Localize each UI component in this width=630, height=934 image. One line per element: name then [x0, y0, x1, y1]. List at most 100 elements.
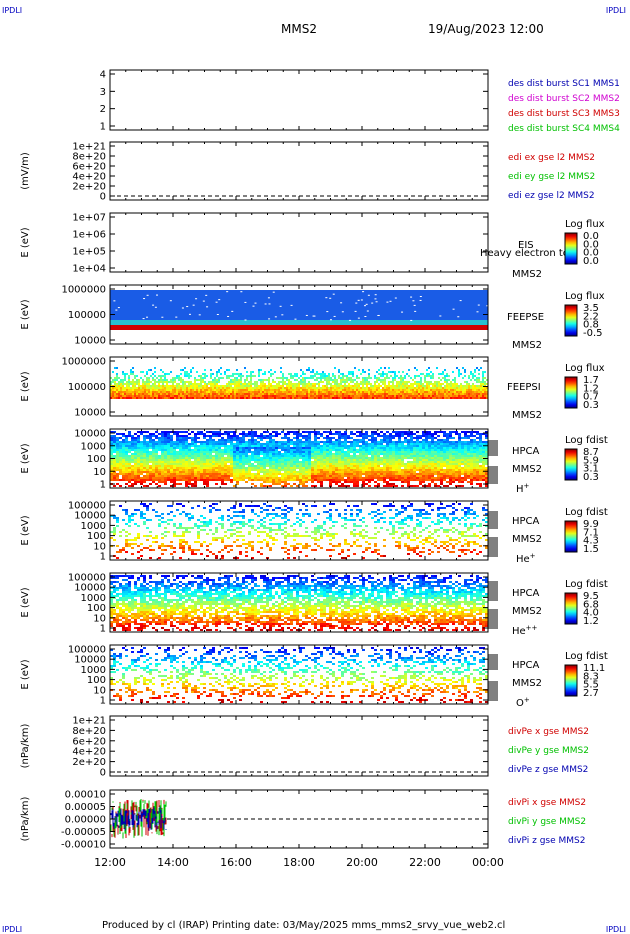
feepsi-cell: [448, 395, 450, 397]
feepsi-cell: [438, 381, 440, 383]
hpca-h-cell: [149, 451, 152, 453]
hpca-h-cell: [116, 461, 119, 463]
feepsi-cell: [120, 385, 122, 387]
hpca-h-cell: [212, 433, 215, 435]
hpca-h-cell: [305, 435, 308, 437]
hpca-h-cell: [152, 479, 155, 481]
hpca-h-cell: [131, 453, 134, 455]
hpca-h-cell: [173, 453, 176, 455]
hpca-h-cell: [230, 465, 233, 467]
hpca-h-cell: [353, 449, 356, 451]
hpca-h-cell: [113, 463, 116, 465]
feepsi-cell: [410, 387, 412, 389]
hpca-h-cell: [230, 441, 233, 443]
hpca-h-cell: [284, 443, 287, 445]
feepsi-cell: [434, 387, 436, 389]
feepsi-cell: [148, 385, 150, 387]
feepsi-cell: [282, 381, 284, 383]
hpca-h-cell: [137, 481, 140, 483]
hpca-h-cell: [314, 485, 317, 487]
hpca-h-cell: [386, 473, 389, 475]
feepsi-cell: [332, 387, 334, 389]
hpca-h-cell: [389, 447, 392, 449]
feepsi-cell: [144, 381, 146, 383]
hpca-h-cell: [242, 463, 245, 465]
hpca-h-cell: [146, 447, 149, 449]
hpca-h-cell: [362, 461, 365, 463]
hpca-h-cell: [239, 445, 242, 447]
hpca-h-cell: [389, 443, 392, 445]
hpca-h-cell: [266, 481, 269, 483]
hpca-h-cell: [359, 465, 362, 467]
hpca-h-cell: [227, 465, 230, 467]
hpca-h-cell: [389, 455, 392, 457]
hpca-h-cell: [374, 443, 377, 445]
hpca-h-cell: [305, 459, 308, 461]
hpca-h-cell: [263, 475, 266, 477]
feepsi-cell: [412, 389, 414, 391]
hpca-h-cell: [404, 449, 407, 451]
hpca-h-cell: [209, 435, 212, 437]
hpca-h-cell: [110, 461, 113, 463]
feepsi-cell: [236, 373, 238, 375]
feepsi-cell: [110, 397, 112, 399]
feepsi-cell: [338, 385, 340, 387]
feepsi-cell: [428, 395, 430, 397]
feepsi-cell: [480, 389, 482, 391]
hpca-h-cell: [122, 453, 125, 455]
hpca-h-cell: [302, 463, 305, 465]
feepsi-cell: [242, 385, 244, 387]
hpca-h-cell: [227, 439, 230, 441]
hpca-h-cell: [158, 467, 161, 469]
corner-label-bottom-left: IPDLI: [2, 925, 23, 934]
hpca-h-cell: [335, 481, 338, 483]
feepsi-cell: [288, 373, 290, 375]
hpca-h-cell: [311, 453, 314, 455]
hpca-h-cell: [278, 463, 281, 465]
feepsi-cell: [168, 395, 170, 397]
feepsi-cell: [144, 391, 146, 393]
feepsi-cell: [424, 387, 426, 389]
hpca-h-cell: [194, 453, 197, 455]
feepsi-cell: [444, 369, 446, 371]
hpca-h-cell: [398, 437, 401, 439]
feepsi-cell: [346, 381, 348, 383]
hpca-h-cell: [218, 455, 221, 457]
hpca-h-cell: [296, 431, 299, 433]
hpca-h-cell: [344, 479, 347, 481]
feepsi-cell: [284, 377, 286, 379]
hpca-h-cell: [347, 453, 350, 455]
hpca-h-cell: [374, 439, 377, 441]
hpca-h-cell: [224, 445, 227, 447]
feepsi-cell: [176, 385, 178, 387]
hpca-h-cell: [224, 461, 227, 463]
feepse-speck: [181, 307, 184, 309]
hpca-h-cell: [365, 445, 368, 447]
feepsi-cell: [464, 397, 466, 399]
hpca-h-cell: [212, 435, 215, 437]
feepsi-cell: [454, 379, 456, 381]
feepsi-cell: [290, 385, 292, 387]
hpca-h-cell: [416, 459, 419, 461]
hpca-h-cell: [200, 433, 203, 435]
feepsi-cell: [236, 395, 238, 397]
hpca-h-cell: [155, 471, 158, 473]
feepsi-cell: [314, 375, 316, 377]
hpca-h-cell: [272, 457, 275, 459]
feepsi-cell: [212, 395, 214, 397]
feepse-speck: [349, 319, 352, 321]
feepsi-cell: [454, 397, 456, 399]
feepsi-cell: [466, 381, 468, 383]
hpca-h-cell: [200, 465, 203, 467]
feepsi-cell: [184, 391, 186, 393]
feepsi-cell: [270, 391, 272, 393]
hpca-h-cell: [239, 471, 242, 473]
feepsi-cell: [134, 391, 136, 393]
hpca-h-cell: [212, 469, 215, 471]
hpca-h-cell: [200, 479, 203, 481]
feepsi-cell: [152, 387, 154, 389]
feepsi-cell: [388, 377, 390, 379]
hpca-h-cell: [326, 467, 329, 469]
hpca-h-cell: [257, 469, 260, 471]
feepsi-cell: [280, 377, 282, 379]
